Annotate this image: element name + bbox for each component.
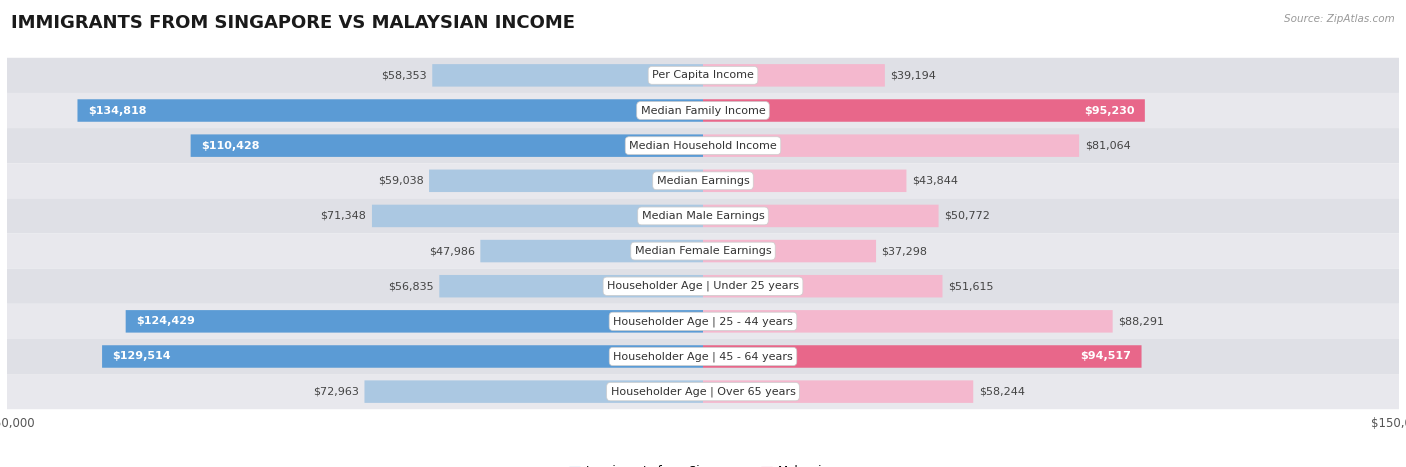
FancyBboxPatch shape <box>7 198 1399 234</box>
Text: $51,615: $51,615 <box>948 281 994 291</box>
Text: $43,844: $43,844 <box>912 176 957 186</box>
Text: Householder Age | 45 - 64 years: Householder Age | 45 - 64 years <box>613 351 793 362</box>
FancyBboxPatch shape <box>7 304 1399 339</box>
FancyBboxPatch shape <box>481 240 703 262</box>
Text: $47,986: $47,986 <box>429 246 475 256</box>
Text: $39,194: $39,194 <box>890 71 936 80</box>
FancyBboxPatch shape <box>703 170 907 192</box>
FancyBboxPatch shape <box>7 128 1399 163</box>
Text: $129,514: $129,514 <box>112 352 172 361</box>
FancyBboxPatch shape <box>7 234 1399 269</box>
FancyBboxPatch shape <box>703 275 942 297</box>
FancyBboxPatch shape <box>373 205 703 227</box>
FancyBboxPatch shape <box>703 99 1144 122</box>
FancyBboxPatch shape <box>364 381 703 403</box>
FancyBboxPatch shape <box>7 93 1399 128</box>
FancyBboxPatch shape <box>429 170 703 192</box>
Text: $95,230: $95,230 <box>1084 106 1135 115</box>
FancyBboxPatch shape <box>7 374 1399 409</box>
FancyBboxPatch shape <box>7 58 1399 93</box>
Text: $81,064: $81,064 <box>1084 141 1130 151</box>
Text: $58,353: $58,353 <box>381 71 426 80</box>
FancyBboxPatch shape <box>703 134 1080 157</box>
Text: Median Earnings: Median Earnings <box>657 176 749 186</box>
Text: Householder Age | 25 - 44 years: Householder Age | 25 - 44 years <box>613 316 793 326</box>
FancyBboxPatch shape <box>703 310 1112 333</box>
FancyBboxPatch shape <box>439 275 703 297</box>
FancyBboxPatch shape <box>703 381 973 403</box>
Text: Median Family Income: Median Family Income <box>641 106 765 115</box>
Text: $56,835: $56,835 <box>388 281 433 291</box>
Text: $124,429: $124,429 <box>136 316 195 326</box>
FancyBboxPatch shape <box>7 339 1399 374</box>
Text: $59,038: $59,038 <box>378 176 423 186</box>
FancyBboxPatch shape <box>703 205 939 227</box>
Text: $58,244: $58,244 <box>979 387 1025 396</box>
Text: $50,772: $50,772 <box>945 211 990 221</box>
FancyBboxPatch shape <box>703 240 876 262</box>
Text: IMMIGRANTS FROM SINGAPORE VS MALAYSIAN INCOME: IMMIGRANTS FROM SINGAPORE VS MALAYSIAN I… <box>11 14 575 32</box>
Text: Householder Age | Under 25 years: Householder Age | Under 25 years <box>607 281 799 291</box>
Text: Median Female Earnings: Median Female Earnings <box>634 246 772 256</box>
FancyBboxPatch shape <box>77 99 703 122</box>
Text: $71,348: $71,348 <box>321 211 367 221</box>
FancyBboxPatch shape <box>703 345 1142 368</box>
FancyBboxPatch shape <box>125 310 703 333</box>
FancyBboxPatch shape <box>191 134 703 157</box>
Text: $134,818: $134,818 <box>89 106 146 115</box>
Text: Householder Age | Over 65 years: Householder Age | Over 65 years <box>610 386 796 397</box>
Text: Median Household Income: Median Household Income <box>628 141 778 151</box>
FancyBboxPatch shape <box>703 64 884 86</box>
Text: Source: ZipAtlas.com: Source: ZipAtlas.com <box>1284 14 1395 24</box>
Text: $37,298: $37,298 <box>882 246 928 256</box>
Text: $110,428: $110,428 <box>201 141 260 151</box>
Text: $72,963: $72,963 <box>314 387 359 396</box>
FancyBboxPatch shape <box>7 163 1399 198</box>
Text: Per Capita Income: Per Capita Income <box>652 71 754 80</box>
Text: $94,517: $94,517 <box>1080 352 1130 361</box>
FancyBboxPatch shape <box>103 345 703 368</box>
Text: Median Male Earnings: Median Male Earnings <box>641 211 765 221</box>
Legend: Immigrants from Singapore, Malaysian: Immigrants from Singapore, Malaysian <box>564 460 842 467</box>
FancyBboxPatch shape <box>432 64 703 86</box>
Text: $88,291: $88,291 <box>1118 316 1164 326</box>
FancyBboxPatch shape <box>7 269 1399 304</box>
